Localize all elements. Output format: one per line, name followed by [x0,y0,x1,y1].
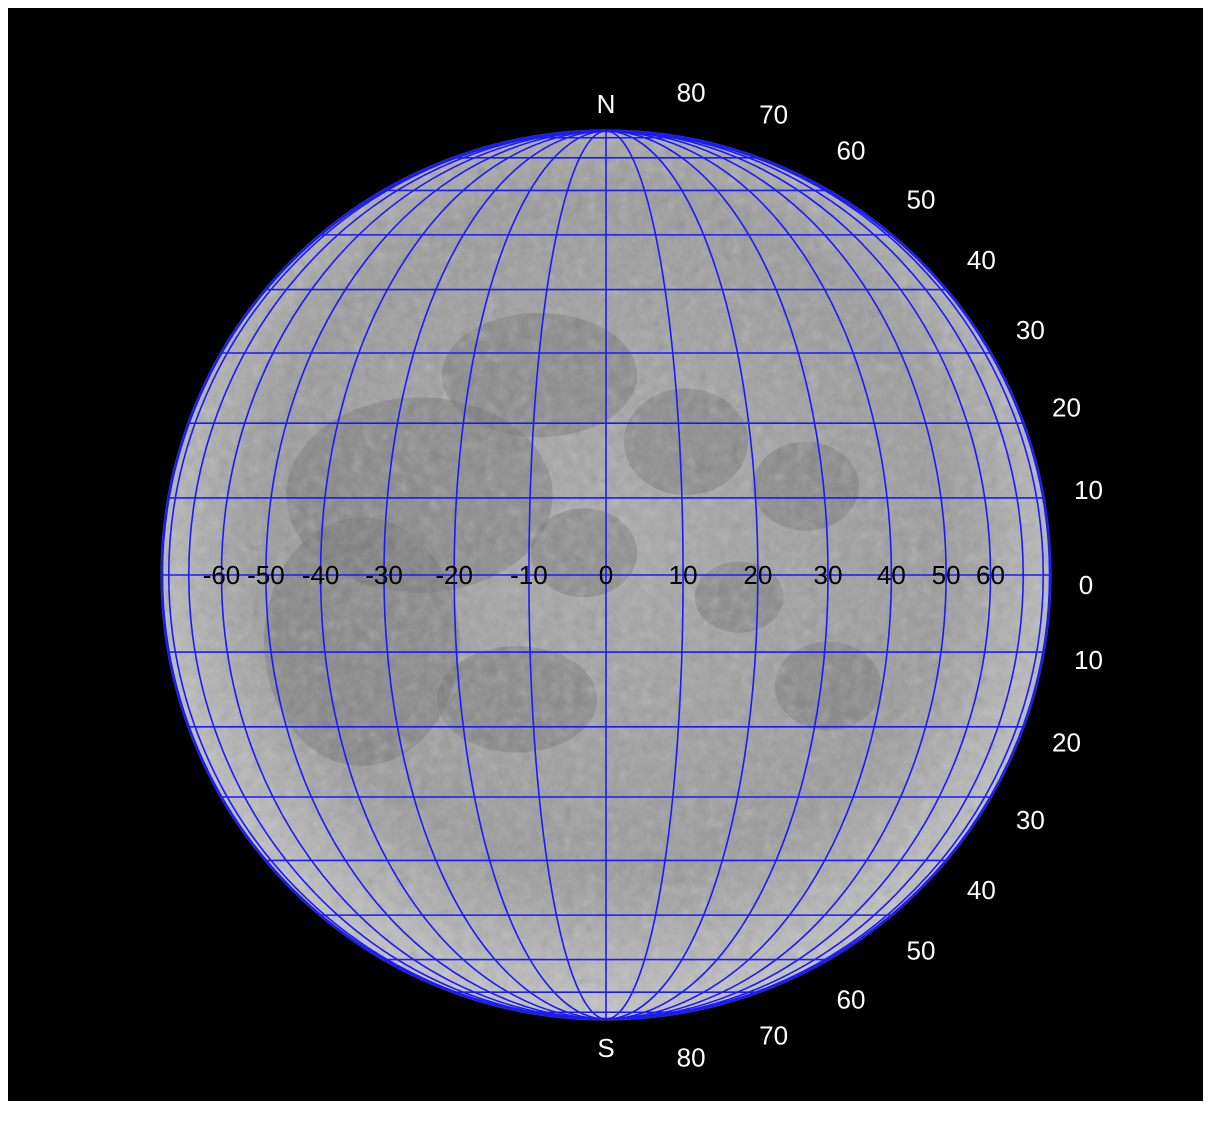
longitude-label: -60 [203,560,241,590]
meridian-line [605,130,829,1020]
meridian-line [319,130,607,1020]
longitude-label: -10 [510,560,548,590]
moon-globe-map: N S 0 80 70 60 50 40 30 20 10 10 20 30 40 50 60 70 80 -6… [160,77,1103,1073]
latitude-label-south: 70 [759,1020,788,1050]
map-viewer[interactable]: N S 0 80 70 60 50 40 30 20 10 10 20 30 40 50 60 70 80 -6… [8,8,1203,1101]
meridian-line [605,130,1045,1020]
meridian-line [220,130,607,1020]
north-pole-label: N [597,89,616,119]
south-pole-label: S [597,1033,614,1063]
meridian-line [167,130,607,1020]
latitude-label-south: 60 [837,984,866,1014]
meridian-line [528,130,607,1020]
meridian-line [605,130,893,1020]
latitude-label-north: 60 [837,136,866,166]
meridian-line [453,130,607,1020]
latitude-label-south: 20 [1052,728,1081,758]
meridian-line [187,130,607,1020]
meridian-line [605,130,947,1020]
grid-labels: N S 0 80 70 60 50 40 30 20 10 10 20 30 40 50 60 70 80 -6… [203,77,1103,1072]
longitude-label: 60 [976,560,1005,590]
meridian-line [605,130,759,1020]
latitude-label-north: 80 [677,77,706,107]
latitude-label-south: 10 [1074,645,1103,675]
longitude-label: 20 [743,560,772,590]
meridian-line [605,130,992,1020]
latitude-label-south: 30 [1016,805,1045,835]
longitude-label: 30 [814,560,843,590]
latitude-label-north: 40 [967,245,996,275]
meridian-line [383,130,607,1020]
longitude-label: 0 [599,560,613,590]
meridian-line [605,130,1025,1020]
meridian-line [605,130,684,1020]
longitude-label: -30 [365,560,403,590]
longitude-label: -20 [435,560,473,590]
latitude-label-north: 10 [1074,475,1103,505]
longitude-label: 40 [877,560,906,590]
latitude-label-north: 30 [1016,315,1045,345]
globe-outline [160,129,1052,1021]
longitude-label: 50 [932,560,961,590]
longitude-label: -40 [302,560,340,590]
latitude-label-equator: 0 [1079,570,1093,600]
latitude-label-north: 20 [1052,392,1081,422]
latitude-label-south: 50 [907,935,936,965]
longitude-label: -50 [247,560,285,590]
latitude-label-south: 40 [967,875,996,905]
latitude-label-south: 80 [677,1043,706,1073]
latitude-label-north: 50 [907,185,936,215]
lat-lon-grid [160,129,1052,1021]
latitude-label-north: 70 [759,100,788,130]
meridian-line [265,130,607,1020]
longitude-label: 10 [669,560,698,590]
